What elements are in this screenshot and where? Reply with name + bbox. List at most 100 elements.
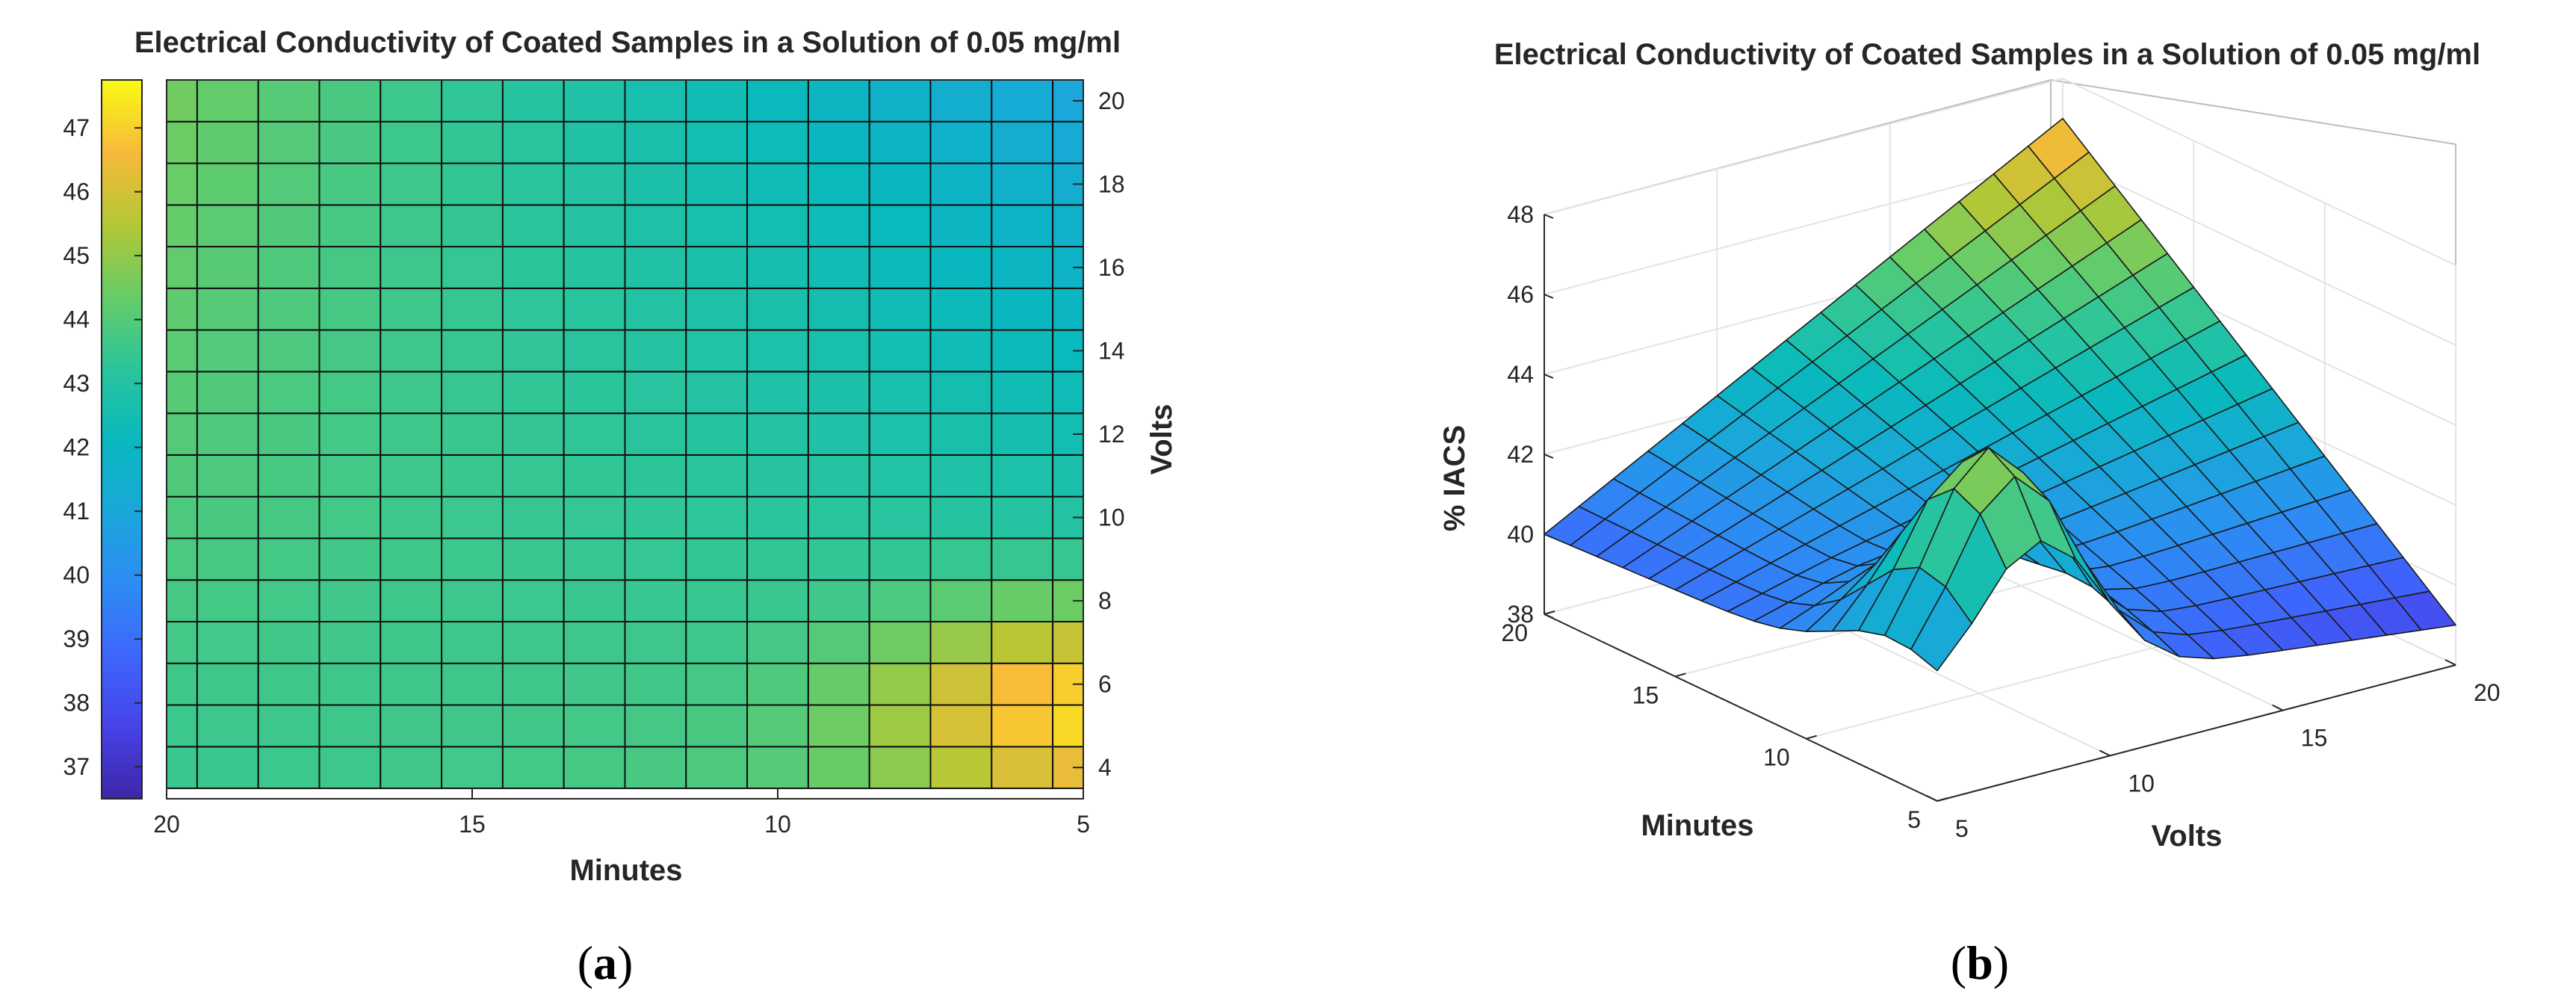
heatmap-cell-4-6 [380, 495, 443, 539]
heatmap-cell-3-1 [318, 704, 382, 748]
heatmap-cell-6-8 [501, 412, 565, 456]
heatmap-cell-13-3 [929, 620, 993, 664]
heatmap-cell-3-10 [318, 329, 382, 373]
heatmap-cell-6-4 [501, 579, 565, 622]
heatmap-cell-3-3 [318, 620, 382, 664]
heatmap-cell-2-1 [257, 704, 321, 748]
heatmap-cell-15-11 [1052, 287, 1084, 331]
heatmap-cell-11-12 [807, 246, 870, 289]
heatmap-cell-3-9 [318, 371, 382, 415]
heatmap-cell-3-14 [318, 162, 382, 206]
heatmap-cell-10-16 [746, 79, 809, 123]
heatmap-cell-5-14 [441, 162, 504, 206]
colorbar-tick-label-6: 43 [63, 370, 90, 397]
axis-lines-b [1544, 214, 2456, 802]
heatmap-cell-5-3 [441, 620, 504, 664]
heatmap-cell-3-16 [318, 79, 382, 123]
heatmap-cell-12-6 [868, 495, 932, 539]
heatmap-cells [166, 79, 1084, 790]
heatmap-cell-0-3 [166, 620, 198, 664]
heatmap-cell-2-10 [257, 329, 321, 373]
z-tick-mark-3 [1544, 374, 1554, 379]
heatmap-cell-14-2 [991, 662, 1054, 706]
heatmap-cell-7-2 [563, 662, 626, 706]
heatmap-cell-4-0 [380, 746, 443, 790]
volts-tick-mark-0 [1926, 795, 1938, 802]
heatmap-cell-10-9 [746, 371, 809, 415]
heatmap-cell-4-4 [380, 579, 443, 622]
heatmap-cell-7-15 [563, 120, 626, 164]
colorbar-tick-label-4: 41 [63, 498, 90, 525]
heatmap-cell-5-6 [441, 495, 504, 539]
z-tick-label-4: 46 [1507, 281, 1534, 308]
heatmap-cell-11-16 [807, 79, 870, 123]
y-ticks-a: 4 6 8 10 12 14 16 18 20 [1073, 87, 1125, 781]
heatmap-cell-8-10 [624, 329, 687, 373]
heatmap-cell-10-6 [746, 495, 809, 539]
surface-mesh [1544, 117, 2456, 672]
heatmap-cell-11-4 [807, 579, 870, 622]
y-tick-label-a-8: 20 [1098, 87, 1125, 114]
heatmap-cell-1-6 [196, 495, 259, 539]
heatmap-cell-4-16 [380, 79, 443, 123]
heatmap-cell-0-7 [166, 454, 198, 498]
heatmap-cell-13-15 [929, 120, 993, 164]
heatmap-cell-7-10 [563, 329, 626, 373]
heatmap-cell-9-6 [685, 495, 749, 539]
heatmap-cell-10-15 [746, 120, 809, 164]
heatmap-cell-6-12 [501, 246, 565, 289]
heatmap-cell-4-2 [380, 662, 443, 706]
heatmap-cell-15-3 [1052, 620, 1084, 664]
volts-tick-label-1: 10 [2128, 770, 2155, 797]
heatmap-cell-1-16 [196, 79, 259, 123]
heatmap-cell-1-13 [196, 204, 259, 248]
z-tick-label-3: 44 [1507, 361, 1534, 388]
heatmap-cell-14-15 [991, 120, 1054, 164]
heatmap-cell-0-6 [166, 495, 198, 539]
heatmap-cell-10-2 [746, 662, 809, 706]
heatmap-cell-10-5 [746, 537, 809, 581]
heatmap-cell-12-8 [868, 412, 932, 456]
minutes-tick-mark-1 [1806, 735, 1817, 740]
heatmap-cell-5-7 [441, 454, 504, 498]
heatmap-cell-12-15 [868, 120, 932, 164]
y-tick-label-a-5: 14 [1098, 337, 1125, 364]
heatmap-cell-14-9 [991, 371, 1054, 415]
heatmap-cell-0-8 [166, 412, 198, 456]
volts-tick-label-0: 5 [1955, 815, 1969, 842]
heatmap-cell-4-11 [380, 287, 443, 331]
heatmap-cell-14-10 [991, 329, 1054, 373]
heatmap-cell-12-5 [868, 537, 932, 581]
heatmap-cell-0-0 [166, 746, 198, 790]
heatmap-cell-13-11 [929, 287, 993, 331]
heatmap-cell-15-1 [1052, 704, 1084, 748]
heatmap-cell-7-13 [563, 204, 626, 248]
heatmap-cell-14-0 [991, 746, 1054, 790]
z-tick-mark-5 [1544, 214, 1554, 219]
heatmap-cell-12-2 [868, 662, 932, 706]
heatmap-cell-12-0 [868, 746, 932, 790]
heatmap-cell-14-4 [991, 579, 1054, 622]
heatmap-cell-6-16 [501, 79, 565, 123]
heatmap-cell-0-15 [166, 120, 198, 164]
heatmap-cell-4-8 [380, 412, 443, 456]
heatmap-cell-0-16 [166, 79, 198, 123]
heatmap-cell-13-13 [929, 204, 993, 248]
heatmap-cell-8-11 [624, 287, 687, 331]
colorbar-tick-label-1: 38 [63, 690, 90, 717]
heatmap-cell-5-13 [441, 204, 504, 248]
heatmap-cell-13-1 [929, 704, 993, 748]
heatmap-cell-2-15 [257, 120, 321, 164]
z-axis-label-b: % IACS [1438, 425, 1471, 531]
colorbar-tick-label-7: 44 [63, 306, 90, 333]
heatmap-cell-2-2 [257, 662, 321, 706]
heatmap-cell-15-5 [1052, 537, 1084, 581]
heatmap-cell-1-1 [196, 704, 259, 748]
heatmap-cell-9-14 [685, 162, 749, 206]
heatmap-cell-4-7 [380, 454, 443, 498]
panel-label-b: (b) [1951, 936, 2009, 989]
heatmap-cell-14-14 [991, 162, 1054, 206]
volts-tick-mark-2 [2272, 704, 2284, 711]
heatmap-cell-2-13 [257, 204, 321, 248]
heatmap-cell-5-10 [441, 329, 504, 373]
